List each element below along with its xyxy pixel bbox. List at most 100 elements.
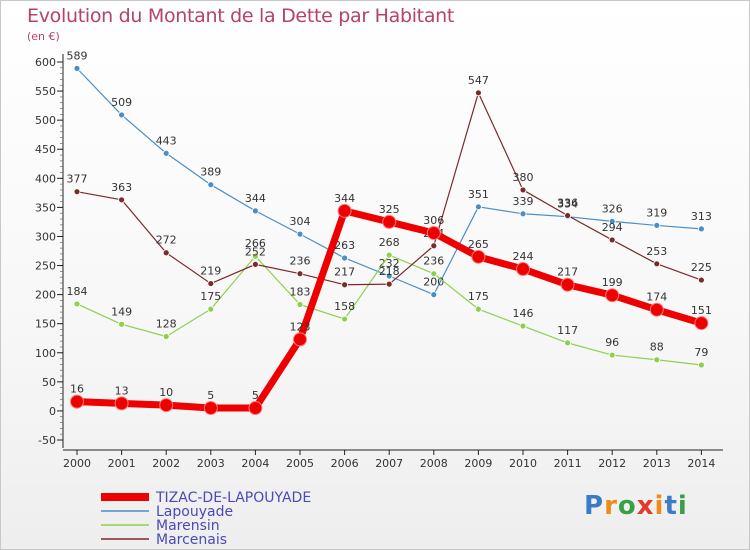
data-label: 351 — [468, 188, 489, 201]
data-label: 117 — [557, 324, 578, 337]
y-tick-label: 50 — [42, 376, 56, 389]
data-point — [293, 332, 307, 347]
data-point — [341, 281, 349, 289]
x-tick-label: 2003 — [197, 457, 225, 470]
y-tick-label: 200 — [35, 289, 56, 302]
data-label: 149 — [111, 305, 132, 318]
chart-title: Evolution du Montant de la Dette par Hab… — [27, 5, 455, 27]
data-point — [114, 396, 129, 411]
data-point — [698, 225, 705, 233]
data-point — [430, 270, 438, 278]
data-label: 217 — [557, 266, 578, 279]
data-point — [653, 260, 661, 268]
data-label: 225 — [691, 261, 712, 274]
data-label: 325 — [379, 203, 400, 216]
data-point — [605, 288, 620, 303]
data-label: 5 — [207, 389, 214, 402]
data-label: 266 — [245, 237, 266, 250]
data-point — [118, 196, 125, 204]
series-tizac-de-lapouyade: 16 13 10 5 5 123 344 325 306 265 244 217 199 174 151 — [70, 192, 712, 416]
data-point — [608, 236, 616, 244]
data-point — [207, 280, 215, 287]
data-point — [516, 262, 530, 277]
data-label: 175 — [200, 290, 221, 303]
y-tick-label: -50 — [38, 434, 56, 447]
data-label: 272 — [156, 234, 177, 247]
data-point — [70, 394, 84, 409]
data-point — [385, 251, 393, 259]
data-label: 443 — [156, 134, 177, 147]
x-tick-label: 2011 — [554, 457, 582, 470]
logo-letter: r — [604, 491, 618, 521]
x-tick-label: 2013 — [643, 457, 671, 470]
y-tick-label: 450 — [35, 143, 56, 156]
data-point — [118, 111, 125, 119]
data-point — [337, 203, 352, 218]
data-point — [430, 291, 438, 299]
data-point — [296, 270, 304, 278]
data-point — [385, 280, 393, 288]
data-label: 183 — [290, 286, 311, 299]
data-point — [248, 401, 263, 416]
x-tick-label: 2007 — [375, 457, 403, 470]
data-point — [73, 64, 81, 72]
data-label: 377 — [67, 173, 88, 186]
data-label: 236 — [290, 255, 311, 268]
data-label: 219 — [200, 265, 221, 278]
data-label: 326 — [602, 202, 623, 215]
data-point — [385, 272, 393, 280]
data-point — [118, 320, 125, 328]
data-point — [519, 322, 527, 330]
data-label: 88 — [650, 341, 664, 354]
y-tick-label: 250 — [35, 260, 56, 273]
data-label: 174 — [646, 291, 667, 304]
data-label: 217 — [334, 266, 355, 279]
data-label: 304 — [290, 215, 311, 228]
data-point — [474, 89, 482, 97]
series-marensin: 184 149 128 175 266 183 158 268 236 175 146 117 96 88… — [67, 236, 708, 369]
data-label: 252 — [245, 245, 266, 258]
data-point — [430, 242, 438, 250]
data-label: 79 — [694, 346, 708, 359]
proxiti-logo: Proxiti — [584, 491, 688, 521]
data-point — [296, 301, 304, 308]
data-point — [519, 186, 527, 194]
legend-label: TIZAC-DE-LAPOUYADE — [155, 490, 311, 506]
data-point — [653, 356, 661, 364]
data-point — [341, 315, 349, 323]
data-label: 589 — [67, 49, 88, 62]
data-label: 380 — [513, 171, 534, 184]
data-point — [203, 401, 218, 416]
x-tick-label: 2006 — [331, 457, 359, 470]
y-tick-label: 600 — [35, 56, 56, 69]
data-label: 363 — [111, 181, 132, 194]
y-tick-label: 500 — [35, 114, 56, 127]
data-point — [159, 398, 174, 413]
data-label: 146 — [513, 307, 534, 320]
data-point — [608, 217, 616, 225]
data-label: 265 — [468, 238, 489, 251]
data-label: 199 — [602, 276, 623, 289]
data-point — [608, 351, 616, 359]
data-point — [207, 181, 215, 189]
data-label: 13 — [115, 384, 129, 397]
data-point — [560, 277, 575, 292]
data-label: 344 — [334, 192, 355, 205]
x-tick-label: 2009 — [464, 457, 492, 470]
data-point — [162, 149, 170, 157]
logo-letter: i — [677, 491, 688, 521]
data-point — [251, 252, 259, 260]
data-point — [474, 305, 482, 313]
data-label: 158 — [334, 300, 355, 313]
data-point — [653, 222, 661, 229]
logo-letter: o — [617, 491, 637, 521]
data-label: 175 — [468, 290, 489, 303]
logo-letter: t — [664, 491, 678, 521]
data-point — [698, 361, 705, 369]
data-point — [73, 188, 81, 196]
data-label: 268 — [379, 236, 400, 249]
data-point — [564, 212, 571, 219]
data-point — [471, 249, 486, 264]
x-tick-label: 2014 — [687, 457, 715, 470]
